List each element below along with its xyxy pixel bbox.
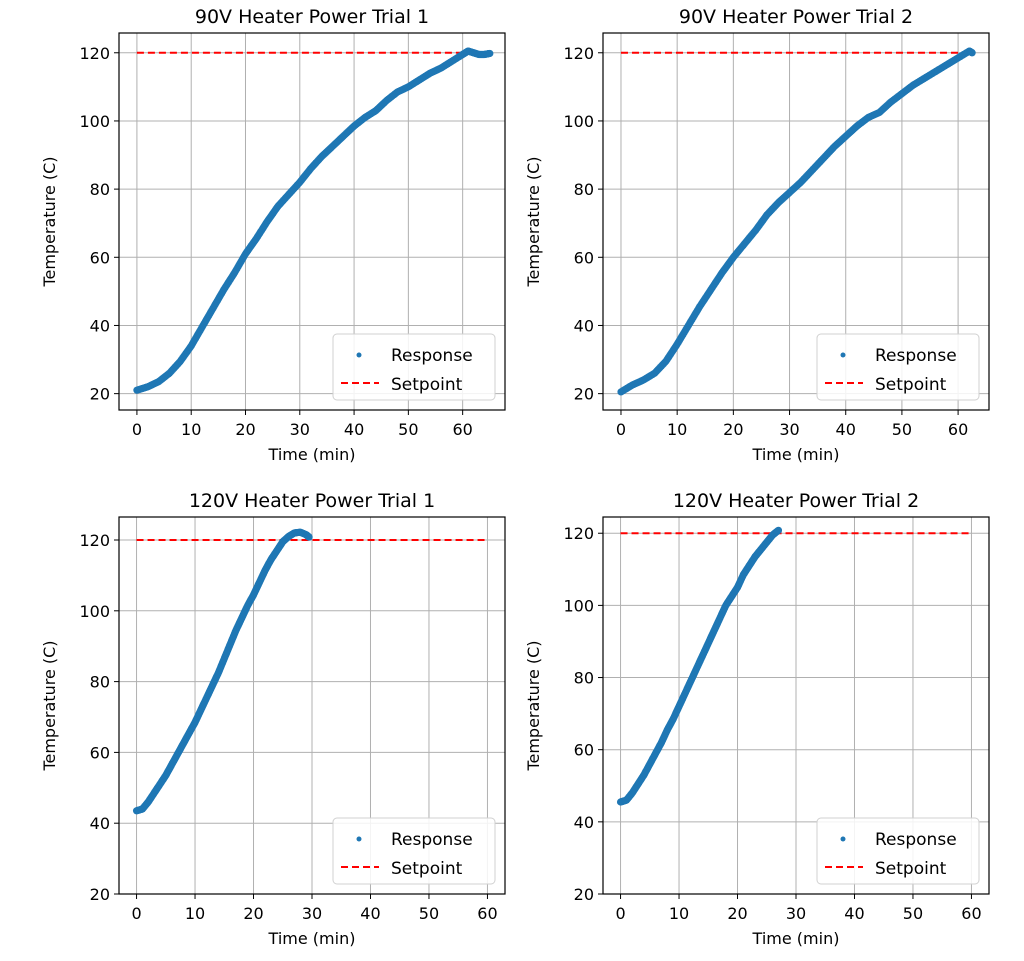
y-axis-label: Temperature (C)	[40, 156, 59, 287]
y-tick-label: 120	[79, 531, 110, 550]
x-tick-label: 40	[360, 904, 380, 923]
x-tick-label: 50	[903, 904, 923, 923]
legend-setpoint-label: Setpoint	[391, 859, 463, 879]
legend-box	[816, 817, 980, 885]
x-tick-label: 30	[290, 420, 310, 439]
chart-panel-2: 0 10 20 30 40 50 60 20 40 60 80 100 120 90V Heater Po…	[524, 6, 990, 464]
x-axis-label: Time (min)	[752, 445, 840, 464]
y-tick-label: 40	[574, 813, 594, 832]
response-point	[774, 526, 783, 534]
x-tick-label: 50	[398, 420, 418, 439]
legend-setpoint-label: Setpoint	[875, 375, 947, 395]
legend: Response Setpoint	[816, 333, 980, 401]
x-tick-label: 0	[132, 420, 142, 439]
legend-response-marker	[840, 836, 846, 842]
legend-response-label: Response	[875, 830, 957, 850]
x-axis-label: Time (min)	[268, 445, 356, 464]
x-tick-label: 60	[452, 420, 472, 439]
y-tick-label: 20	[574, 385, 594, 404]
y-tick-label: 80	[90, 673, 110, 692]
x-tick-label: 40	[836, 420, 856, 439]
x-tick-label: 60	[948, 420, 968, 439]
x-tick-label: 20	[727, 904, 747, 923]
y-tick-label: 40	[90, 316, 110, 335]
y-axis-label: Temperature (C)	[524, 156, 543, 287]
y-tick-label: 40	[90, 814, 110, 833]
legend-response-marker	[356, 836, 362, 842]
x-tick-label: 40	[844, 904, 864, 923]
y-tick-label: 100	[79, 112, 110, 131]
x-tick-label: 50	[892, 420, 912, 439]
y-tick-label: 100	[563, 596, 594, 615]
legend-setpoint-label: Setpoint	[875, 859, 947, 879]
y-tick-label: 60	[90, 743, 110, 762]
legend-response-label: Response	[875, 346, 957, 366]
y-tick-label: 60	[90, 248, 110, 267]
y-tick-label: 40	[574, 316, 594, 335]
legend-response-label: Response	[391, 830, 473, 850]
x-tick-label: 60	[477, 904, 497, 923]
y-tick-label: 20	[90, 885, 110, 904]
x-tick-label: 20	[235, 420, 255, 439]
x-tick-label: 30	[302, 904, 322, 923]
chart-panel-3: 0 10 20 30 40 50 60 20 40 60 80 100 120 120V Heater P…	[40, 490, 506, 948]
legend-response-marker	[840, 352, 846, 358]
chart-title: 120V Heater Power Trial 1	[189, 490, 435, 512]
x-tick-label: 40	[344, 420, 364, 439]
legend: Response Setpoint	[332, 817, 496, 885]
axes-frame	[118, 32, 506, 411]
x-axis-label: Time (min)	[268, 929, 356, 948]
y-tick-label: 60	[574, 248, 594, 267]
response-point	[968, 49, 976, 57]
y-axis-label: Temperature (C)	[524, 640, 543, 771]
x-tick-label: 30	[779, 420, 799, 439]
x-tick-label: 10	[667, 420, 687, 439]
legend: Response Setpoint	[816, 817, 980, 885]
y-tick-label: 20	[574, 885, 594, 904]
legend-box	[332, 333, 496, 401]
chart-title: 90V Heater Power Trial 2	[679, 6, 913, 28]
x-tick-label: 20	[243, 904, 263, 923]
chart-panel-4: 0 10 20 30 40 50 60 20 40 60 80 100 120 120V Heater P…	[524, 490, 990, 948]
y-tick-label: 100	[563, 112, 594, 131]
chart-panel-1: 0 10 20 30 40 50 60 20 40 60 80 100 120 90V Heater Po…	[40, 6, 506, 464]
legend-response-label: Response	[391, 346, 473, 366]
x-tick-label: 0	[615, 904, 625, 923]
y-tick-label: 20	[90, 385, 110, 404]
chart-title: 90V Heater Power Trial 1	[195, 6, 429, 28]
axes-frame	[602, 32, 990, 411]
chart-title: 120V Heater Power Trial 2	[673, 490, 919, 512]
x-tick-label: 10	[669, 904, 689, 923]
x-tick-label: 50	[419, 904, 439, 923]
legend-response-marker	[356, 352, 362, 358]
legend-setpoint-label: Setpoint	[391, 375, 463, 395]
y-tick-label: 120	[563, 524, 594, 543]
legend-box	[332, 817, 496, 885]
axes-frame	[602, 516, 990, 895]
y-tick-label: 60	[574, 741, 594, 760]
x-tick-label: 30	[786, 904, 806, 923]
legend: Response Setpoint	[332, 333, 496, 401]
y-tick-label: 80	[574, 180, 594, 199]
axes-frame	[118, 516, 506, 895]
response-point	[305, 533, 313, 541]
y-tick-label: 80	[90, 180, 110, 199]
y-tick-label: 120	[79, 44, 110, 63]
y-tick-label: 120	[563, 44, 594, 63]
x-tick-label: 20	[723, 420, 743, 439]
y-axis-label: Temperature (C)	[40, 640, 59, 771]
x-tick-label: 60	[961, 904, 981, 923]
legend-box	[816, 333, 980, 401]
response-point	[486, 49, 494, 58]
x-tick-label: 0	[131, 904, 141, 923]
x-tick-label: 10	[181, 420, 201, 439]
x-tick-label: 0	[616, 420, 626, 439]
y-tick-label: 100	[79, 602, 110, 621]
y-tick-label: 80	[574, 669, 594, 688]
x-tick-label: 10	[185, 904, 205, 923]
x-axis-label: Time (min)	[752, 929, 840, 948]
